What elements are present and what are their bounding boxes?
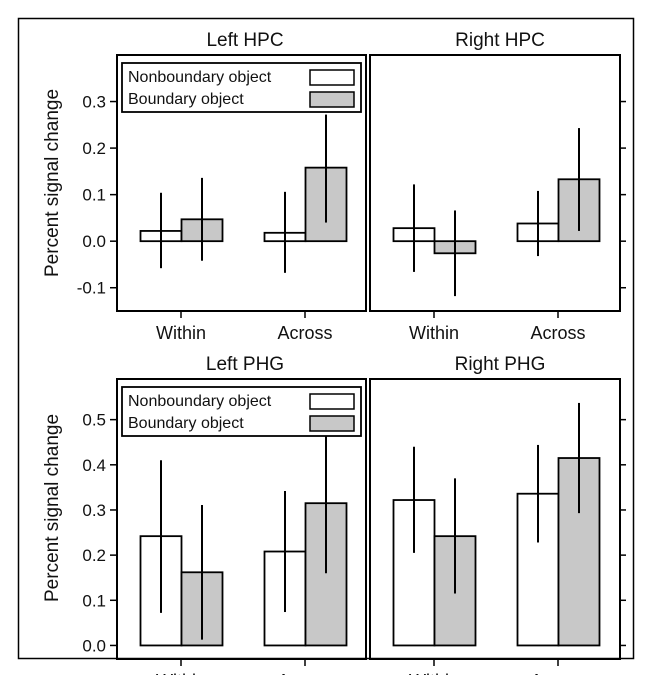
y-tick-label: 0.1 (82, 591, 106, 610)
panel-frame (116, 54, 367, 312)
x-tick-label: Across (277, 671, 332, 675)
x-tick-label: Within (409, 323, 459, 343)
y-tick-label: 0.3 (82, 501, 106, 520)
y-tick-label: 0.4 (82, 456, 106, 475)
x-tick-label: Within (409, 671, 459, 675)
panel-frame (116, 378, 367, 660)
legend-swatch (309, 91, 355, 108)
y-tick-label: 0.0 (82, 636, 106, 655)
legend-swatch (309, 415, 355, 432)
panel-title: Right HPC (455, 30, 545, 51)
y-tick-label: 0.5 (82, 411, 106, 430)
legend-label: Boundary object (128, 415, 244, 432)
y-tick-label: 0.1 (82, 186, 106, 205)
panel-frame (369, 54, 621, 312)
legend-label: Nonboundary object (128, 69, 272, 86)
y-tick-label: 0.3 (82, 93, 106, 112)
legend-swatch (309, 393, 355, 410)
panel-title: Right PHG (455, 354, 546, 375)
panel-title: Left HPC (206, 30, 283, 51)
y-tick-label: 0.0 (82, 232, 106, 251)
x-tick-label: Across (530, 671, 585, 675)
legend-label: Nonboundary object (128, 393, 272, 410)
y-tick-label: 0.2 (82, 139, 106, 158)
x-tick-label: Within (156, 671, 206, 675)
legend-label: Boundary object (128, 91, 244, 108)
panel-frame (369, 378, 621, 660)
y-axis-label: Percent signal change (42, 89, 63, 277)
y-tick-label: -0.1 (77, 279, 106, 298)
x-tick-label: Within (156, 323, 206, 343)
legend-swatch (309, 69, 355, 86)
x-tick-label: Across (530, 323, 585, 343)
panel-title: Left PHG (206, 354, 284, 375)
x-tick-label: Across (277, 323, 332, 343)
y-tick-label: 0.2 (82, 546, 106, 565)
y-axis-label: Percent signal change (42, 414, 63, 602)
